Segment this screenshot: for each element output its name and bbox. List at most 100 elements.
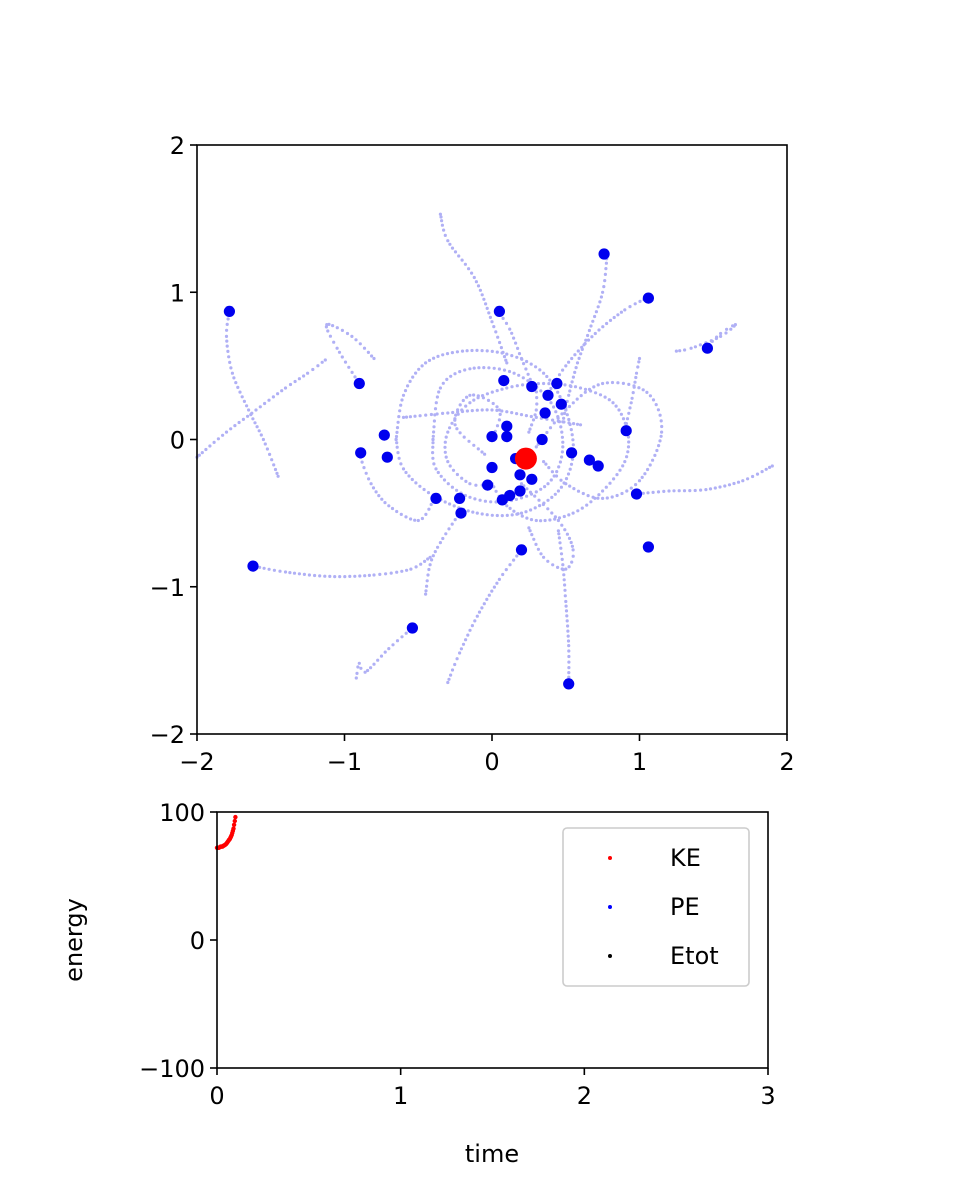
trail-point bbox=[497, 367, 501, 371]
trail-point bbox=[563, 383, 567, 387]
trail-point bbox=[552, 405, 556, 409]
trail-point bbox=[501, 316, 505, 320]
trail-point bbox=[570, 457, 575, 461]
body-point bbox=[630, 488, 643, 500]
trail-point bbox=[431, 554, 435, 558]
trail-point bbox=[332, 340, 336, 344]
trail-point bbox=[674, 349, 679, 353]
trail-point bbox=[450, 668, 455, 672]
trail-point bbox=[488, 315, 492, 319]
trail-point bbox=[363, 574, 367, 578]
trail-point bbox=[237, 420, 241, 425]
trail-point bbox=[627, 382, 631, 386]
trail-point bbox=[525, 516, 529, 520]
trail-point bbox=[558, 541, 562, 545]
x-tick-label: 0 bbox=[209, 1082, 224, 1110]
trail-point bbox=[678, 349, 682, 353]
trail-point bbox=[529, 508, 533, 512]
trail-point bbox=[568, 389, 572, 393]
trail-point bbox=[651, 398, 656, 402]
trail-point bbox=[391, 643, 395, 647]
trail-point bbox=[562, 514, 566, 519]
trail-point bbox=[561, 563, 565, 567]
trail-point bbox=[698, 343, 703, 347]
trail-point bbox=[485, 597, 489, 602]
trail-point bbox=[472, 275, 476, 280]
trail-point bbox=[534, 518, 538, 523]
trail-point bbox=[571, 443, 575, 447]
central-body-point bbox=[514, 447, 537, 470]
trail-point bbox=[713, 486, 717, 490]
trail-point bbox=[557, 532, 561, 536]
trail-point bbox=[460, 476, 464, 480]
legend-label-pe: PE bbox=[670, 893, 700, 921]
trail-point bbox=[418, 484, 422, 488]
trail-point bbox=[338, 575, 342, 579]
trail-point bbox=[225, 322, 229, 326]
body-point bbox=[515, 544, 528, 556]
trail-point bbox=[571, 548, 575, 552]
trail-point bbox=[434, 401, 438, 405]
body-point bbox=[430, 492, 442, 504]
trail-point bbox=[490, 390, 494, 394]
trail-point bbox=[616, 313, 620, 317]
trail-point bbox=[335, 346, 339, 350]
trail-point bbox=[549, 386, 553, 391]
trail-point bbox=[491, 401, 495, 406]
trail-point bbox=[362, 346, 367, 350]
trail-point bbox=[456, 410, 460, 414]
trail-point bbox=[316, 364, 320, 368]
trail-point bbox=[258, 565, 262, 570]
trail-point bbox=[604, 267, 608, 271]
trail-point bbox=[255, 425, 259, 429]
trail-point bbox=[448, 464, 452, 468]
trail-point bbox=[564, 604, 568, 608]
trail-point bbox=[556, 518, 561, 523]
trail-0 bbox=[561, 253, 609, 424]
trail-point bbox=[443, 233, 447, 237]
trail-point bbox=[446, 239, 450, 243]
trail-point bbox=[272, 568, 276, 572]
trail-point bbox=[261, 437, 265, 442]
trail-point bbox=[688, 489, 692, 493]
trail-22 bbox=[519, 482, 575, 571]
trail-point bbox=[449, 374, 453, 378]
trail-point bbox=[495, 513, 499, 518]
body-point bbox=[555, 398, 567, 410]
trail-point bbox=[445, 352, 450, 356]
trail-point bbox=[451, 410, 455, 415]
trail-point bbox=[431, 451, 435, 455]
trail-point bbox=[465, 409, 469, 413]
trail-point bbox=[343, 360, 348, 364]
trail-point bbox=[567, 417, 571, 422]
trail-point bbox=[397, 415, 401, 419]
trail-point bbox=[400, 398, 404, 402]
trail-point bbox=[621, 464, 625, 468]
trail-point bbox=[424, 589, 428, 593]
trail-point bbox=[510, 331, 514, 335]
trail-point bbox=[428, 555, 432, 559]
trail-point bbox=[394, 434, 399, 439]
trail-point bbox=[515, 412, 519, 416]
trail-point bbox=[570, 380, 574, 384]
trail-point bbox=[564, 609, 569, 613]
trail-point bbox=[571, 401, 575, 405]
trail-point bbox=[531, 418, 536, 422]
trail-point bbox=[459, 647, 463, 651]
trail-point bbox=[605, 321, 609, 326]
trail-point bbox=[490, 408, 494, 412]
legend-marker-etot bbox=[608, 954, 612, 958]
body-point bbox=[701, 342, 714, 354]
trail-point bbox=[629, 401, 633, 405]
body-point bbox=[514, 485, 526, 497]
legend-label-ke: KE bbox=[670, 844, 701, 872]
trail-point bbox=[634, 371, 639, 375]
trail-5 bbox=[195, 358, 327, 459]
trail-point bbox=[708, 487, 713, 491]
trail-point bbox=[297, 572, 301, 576]
trail-point bbox=[570, 433, 574, 437]
trail-point bbox=[564, 482, 568, 486]
trail-point bbox=[233, 424, 237, 428]
trail-point bbox=[510, 385, 514, 389]
